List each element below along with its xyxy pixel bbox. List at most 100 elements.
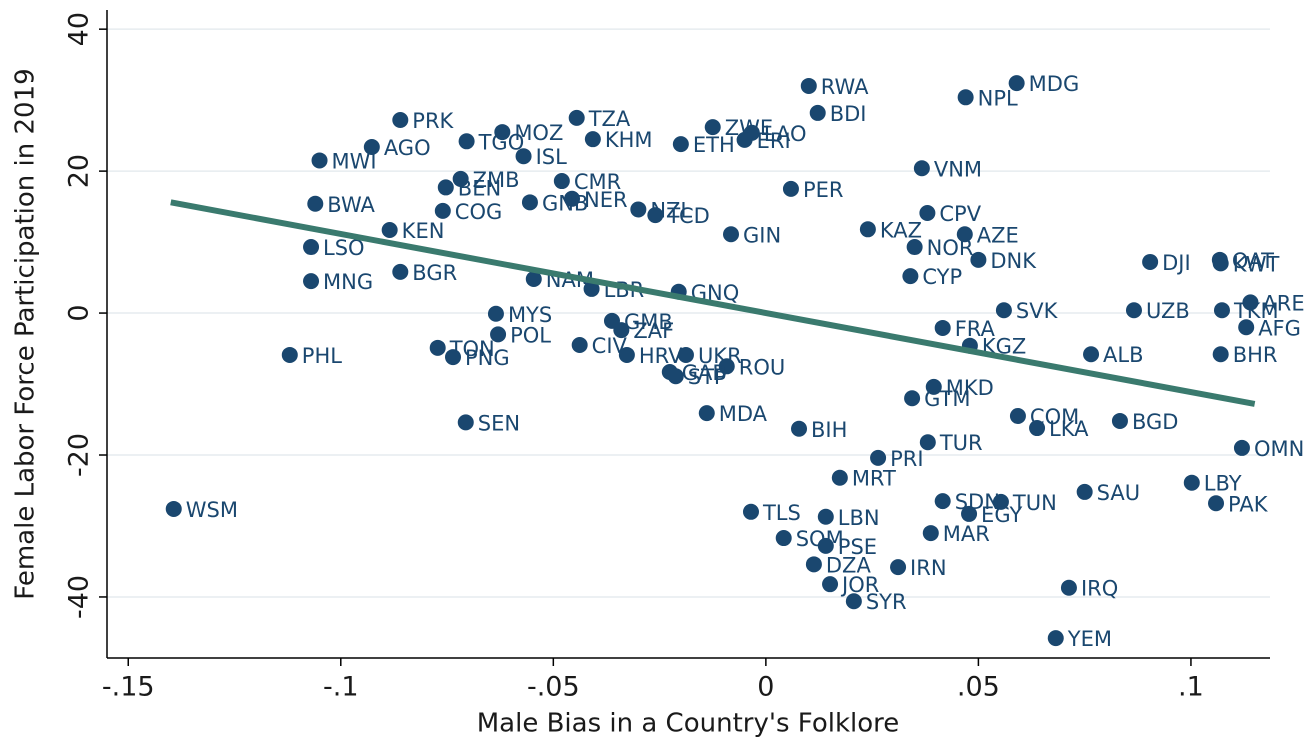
point: [1238, 319, 1255, 336]
point: [831, 469, 848, 486]
point-label: BEN: [458, 176, 501, 200]
fit-line: [170, 199, 1256, 407]
point: [805, 556, 822, 573]
point-label: AZE: [977, 223, 1019, 247]
x-tick-label: -.15: [102, 672, 155, 703]
point: [934, 493, 951, 510]
point: [515, 148, 532, 165]
point: [859, 221, 876, 238]
point-label: ALB: [1103, 343, 1143, 367]
point: [392, 263, 409, 280]
point-label: TGO: [478, 130, 525, 154]
point: [845, 593, 862, 610]
point-label: MDA: [719, 402, 768, 426]
point: [902, 268, 919, 285]
point: [1009, 407, 1026, 424]
point-label: AFG: [1258, 316, 1301, 340]
point: [919, 434, 936, 451]
point: [922, 525, 939, 542]
point-label: LKA: [1049, 417, 1089, 441]
point-label: BGR: [412, 261, 457, 285]
point: [392, 112, 409, 129]
point: [1008, 75, 1025, 92]
point-label: KAZ: [880, 218, 922, 242]
point: [1076, 483, 1093, 500]
point-label: VNM: [934, 157, 982, 181]
point: [165, 500, 182, 517]
point-label: STP: [688, 365, 727, 389]
point: [1212, 346, 1229, 363]
point-label: PSE: [838, 535, 877, 559]
point-label: MWI: [332, 149, 377, 173]
x-tick-label: -.05: [527, 672, 580, 703]
point: [817, 508, 834, 525]
point-label: TLS: [762, 501, 801, 525]
point-label: OMN: [1254, 437, 1304, 461]
point-label: GNB: [542, 191, 588, 215]
point-label: MDG: [1029, 72, 1080, 96]
point-label: YEM: [1067, 627, 1112, 651]
point-label: PAK: [1228, 492, 1269, 516]
point-label: ISL: [536, 145, 568, 169]
y-tick-label: -40: [64, 575, 95, 619]
point-label: TZA: [588, 107, 631, 131]
point-label: TUR: [939, 431, 983, 455]
y-tick-label: 0: [64, 304, 95, 321]
point: [1029, 420, 1046, 437]
point-label: SAU: [1097, 481, 1140, 505]
point: [445, 349, 462, 366]
point-label: BDI: [830, 102, 867, 126]
point: [1213, 302, 1230, 319]
point-label: MRT: [852, 467, 896, 491]
point-label: ARE: [1262, 291, 1304, 315]
point-label: COG: [455, 200, 502, 224]
point-label: BWA: [327, 193, 375, 217]
point-label: PER: [803, 178, 844, 202]
y-axis-label: Female Labor Force Participation in 2019: [11, 68, 41, 599]
point-label: GAB: [682, 361, 727, 385]
point: [775, 530, 792, 547]
point: [1142, 253, 1159, 270]
point: [487, 305, 504, 322]
point: [618, 346, 635, 363]
point-label: WSM: [186, 498, 238, 522]
point: [490, 326, 507, 343]
x-tick-label: .1: [1178, 672, 1204, 703]
point: [822, 576, 839, 593]
point-label: MAR: [943, 522, 990, 546]
point-label: PRK: [412, 109, 454, 133]
point: [904, 390, 921, 407]
point: [956, 226, 973, 243]
point: [521, 194, 538, 211]
point: [742, 503, 759, 520]
point: [1083, 346, 1100, 363]
point-label: RWA: [821, 75, 869, 99]
point: [1212, 255, 1229, 272]
point: [613, 322, 630, 339]
point: [564, 190, 581, 207]
point-label: KHM: [605, 128, 653, 152]
point: [736, 131, 753, 148]
point-label: TCD: [666, 204, 709, 228]
point: [934, 319, 951, 336]
point: [1233, 439, 1250, 456]
point-label: POL: [510, 323, 551, 347]
point-label: ZMB: [473, 168, 520, 192]
point-label: LBN: [838, 506, 880, 530]
point: [434, 202, 451, 219]
point-label: CPV: [939, 202, 981, 226]
point: [667, 368, 684, 385]
point: [1125, 302, 1142, 319]
point-label: MYS: [508, 303, 552, 327]
point-label: DZA: [826, 553, 872, 577]
point-label: SDN: [955, 490, 1000, 514]
x-tick-label: 0: [757, 672, 774, 703]
point-label: GMB: [624, 310, 673, 334]
point-label: PHL: [302, 344, 342, 368]
point: [281, 346, 298, 363]
point-label: CYP: [922, 265, 962, 289]
point-label: BGD: [1132, 410, 1178, 434]
point-label: ETH: [693, 133, 735, 157]
point: [919, 204, 936, 221]
point: [723, 226, 740, 243]
